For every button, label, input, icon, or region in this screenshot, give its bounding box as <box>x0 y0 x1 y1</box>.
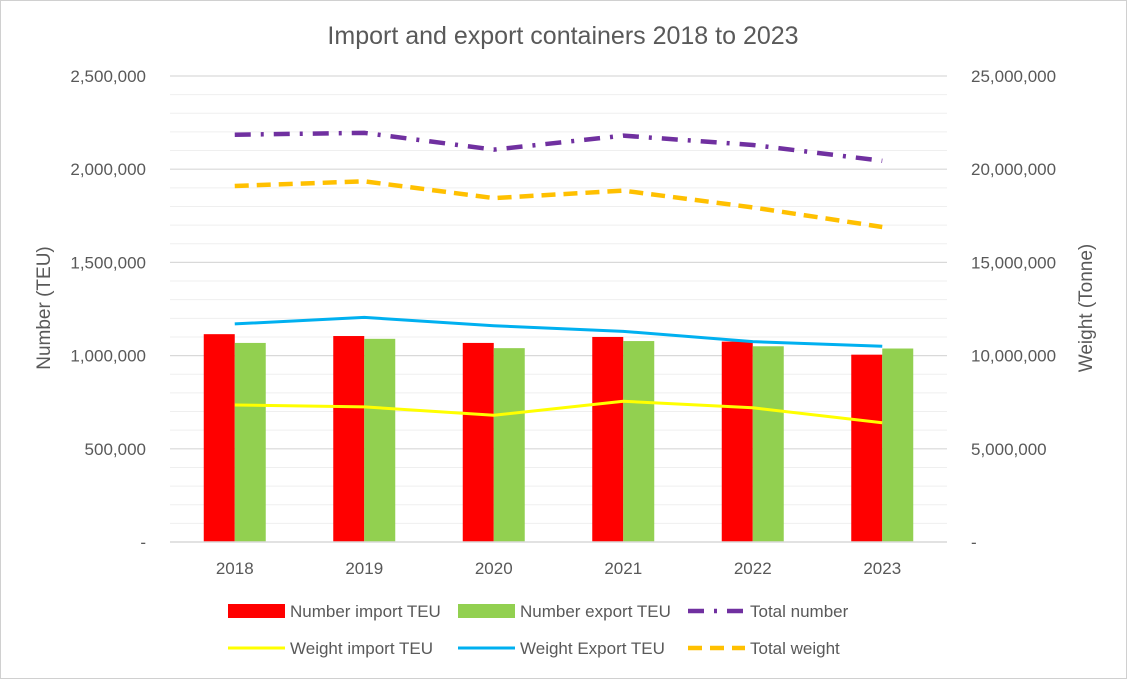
legend-label: Total weight <box>750 639 840 658</box>
y2-tick-label: - <box>971 533 977 552</box>
y-tick-label: 1,500,000 <box>70 253 146 272</box>
bar-number-export-teu <box>493 348 525 542</box>
x-tick-label: 2019 <box>345 559 383 578</box>
legend-label: Weight import TEU <box>290 639 433 658</box>
line-weight-import-teu <box>234 399 883 425</box>
line-weight-export-teu <box>234 315 883 348</box>
y-tick-label: - <box>140 533 146 552</box>
bar-number-import-teu <box>203 334 235 542</box>
y2-tick-label: 5,000,000 <box>971 440 1047 459</box>
bar-number-import-teu <box>851 354 883 542</box>
legend-swatch <box>228 604 285 618</box>
bars <box>203 334 914 542</box>
bar-number-import-teu <box>333 336 365 542</box>
legend-label: Total number <box>750 602 849 621</box>
left-axis-ticks: - 500,000 1,000,000 1,500,000 2,000,000 2,500… <box>70 67 146 552</box>
legend-label: Weight Export TEU <box>520 639 665 658</box>
chart-title: Import and export containers 2018 to 202… <box>327 22 798 50</box>
bar-number-export-teu <box>234 342 266 542</box>
x-tick-label: 2020 <box>475 559 513 578</box>
right-axis-ticks: - 5,000,000 10,000,000 15,000,000 20,000,000… <box>971 67 1056 552</box>
y-tick-label: 1,000,000 <box>70 347 146 366</box>
x-tick-label: 2018 <box>216 559 254 578</box>
legend-label: Number export TEU <box>520 602 671 621</box>
y-tick-label: 2,500,000 <box>70 67 146 86</box>
bar-number-import-teu <box>462 342 494 542</box>
x-tick-label: 2023 <box>863 559 901 578</box>
y2-tick-label: 25,000,000 <box>971 67 1056 86</box>
x-tick-label: 2021 <box>604 559 642 578</box>
legend: Number import TEU Number export TEU Total … <box>228 602 849 658</box>
gridlines <box>170 75 947 524</box>
bar-number-export-teu <box>752 346 784 542</box>
bar-number-import-teu <box>721 341 753 542</box>
x-axis-ticks: 2018 2019 2020 2021 2022 2023 <box>216 559 901 578</box>
line-total-number <box>234 130 883 164</box>
x-tick-label: 2022 <box>734 559 772 578</box>
y2-tick-label: 15,000,000 <box>971 253 1056 272</box>
bar-number-export-teu <box>623 341 655 542</box>
y2-tick-label: 10,000,000 <box>971 347 1056 366</box>
bar-number-export-teu <box>882 348 914 542</box>
legend-swatch <box>458 604 515 618</box>
y-axis-title: Number (TEU) <box>34 246 55 370</box>
y-tick-label: 2,000,000 <box>70 160 146 179</box>
bar-number-import-teu <box>592 336 624 542</box>
y-tick-label: 500,000 <box>85 440 146 459</box>
legend-label: Number import TEU <box>290 602 441 621</box>
y2-axis-title: Weight (Tonne) <box>1076 244 1097 373</box>
series-lines <box>234 130 883 425</box>
bar-number-export-teu <box>364 338 396 542</box>
y2-tick-label: 20,000,000 <box>971 160 1056 179</box>
